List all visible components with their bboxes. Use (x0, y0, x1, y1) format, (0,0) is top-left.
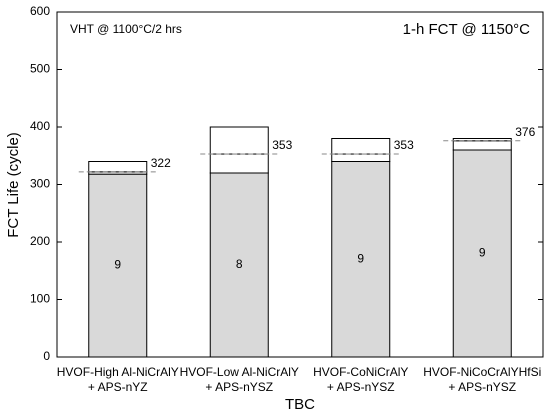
x-tick-label: HVOF-Low Al-NiCrAlY (180, 365, 299, 379)
bar-segment (452, 140, 512, 151)
count-label: 8 (236, 257, 243, 271)
x-tick-label: + APS-nYSZ (205, 380, 273, 394)
y-tick-label: 200 (30, 234, 50, 248)
x-tick-label: + APS-nYSZ (327, 380, 395, 394)
count-label: 9 (357, 251, 364, 265)
y-axis-label: FCT Life (cycle) (5, 132, 22, 238)
y-tick-label: 600 (30, 4, 50, 18)
bar-segment (209, 126, 269, 155)
bar-segment (331, 153, 391, 162)
bar-segment (209, 153, 269, 174)
bar-segment (452, 138, 512, 142)
bar-segment (88, 161, 148, 173)
bar-segment (88, 173, 148, 358)
y-tick-label: 400 (30, 119, 50, 133)
y-tick-label: 300 (30, 177, 50, 191)
mean-label: 376 (515, 125, 535, 139)
bar-segment (209, 172, 269, 358)
x-tick-label: HVOF-NiCoCrAlYHfSi (423, 365, 541, 379)
mean-label: 322 (151, 156, 171, 170)
annotation: 1-h FCT @ 1150°C (403, 21, 531, 38)
x-tick-label: HVOF-High Al-NiCrAlY (57, 365, 179, 379)
y-tick-label: 500 (30, 62, 50, 76)
bar-segment (452, 149, 512, 358)
count-label: 9 (114, 258, 121, 272)
x-tick-label: + APS-nYSZ (448, 380, 516, 394)
annotation: VHT @ 1100°C/2 hrs (70, 22, 182, 36)
x-tick-label: HVOF-CoNiCrAlY (313, 365, 408, 379)
bar-segment (331, 138, 391, 155)
y-tick-label: 0 (43, 349, 50, 363)
mean-label: 353 (272, 138, 292, 152)
bar-segment (331, 161, 391, 358)
count-label: 9 (479, 246, 486, 260)
mean-label: 353 (394, 138, 414, 152)
x-axis-label: TBC (285, 396, 315, 413)
x-tick-label: + APS-nYZ (88, 380, 148, 394)
y-tick-label: 100 (30, 292, 50, 306)
